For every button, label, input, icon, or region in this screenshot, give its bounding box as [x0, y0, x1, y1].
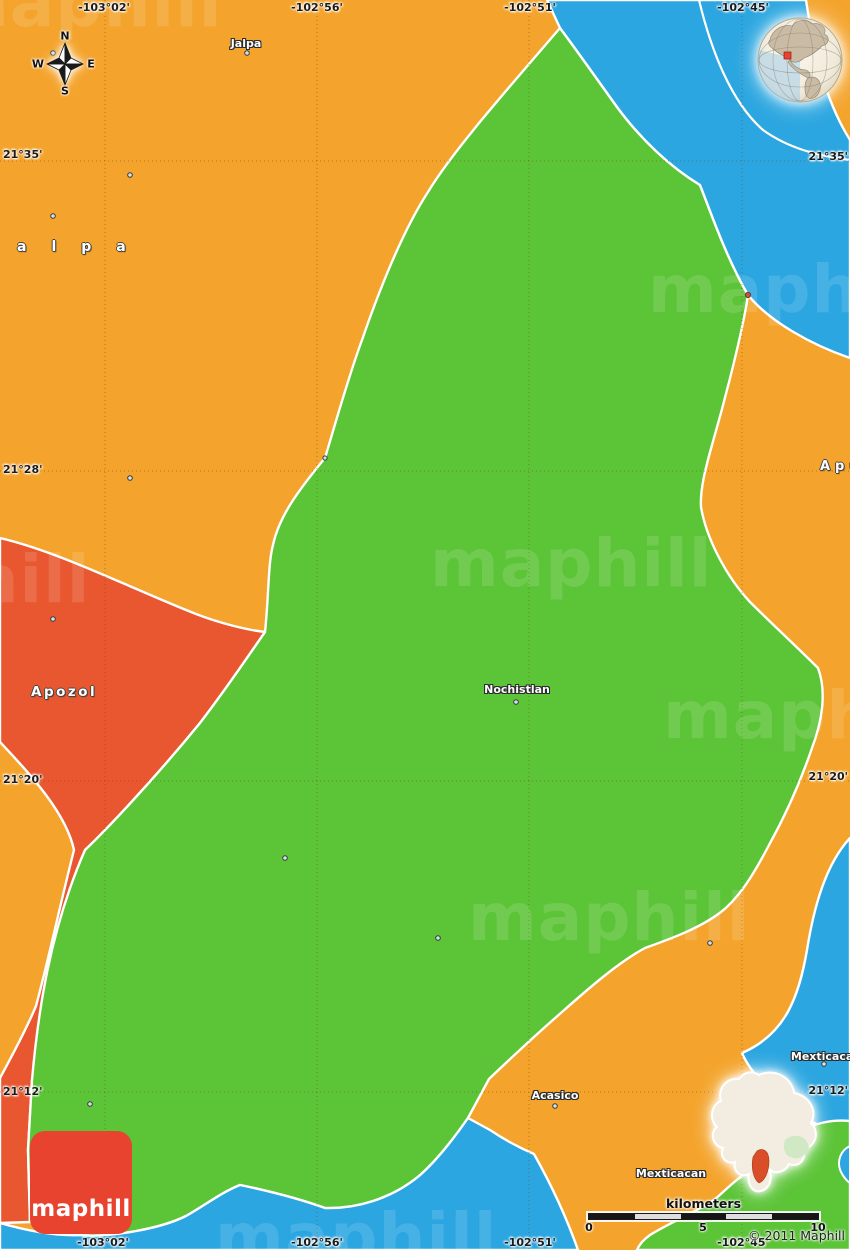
boundary-line-north [697, 0, 850, 162]
coord-label-left-21-35: 21°35' [3, 148, 43, 161]
globe-south-america [804, 76, 821, 99]
scalebar-segment [634, 1214, 681, 1219]
globe-locator [757, 17, 843, 103]
scalebar-tick-10: 10 [810, 1221, 826, 1234]
coord-label-bottom-102-51: -102°51' [504, 1236, 556, 1249]
town-marker [282, 855, 288, 861]
scalebar-segment [772, 1214, 818, 1219]
scalebar-tick-5: 5 [699, 1221, 707, 1234]
copyright-notice: © 2011 Maphill [748, 1228, 845, 1243]
compass-east-label: E [87, 57, 95, 71]
coord-label-bottom-102-56: -102°56' [291, 1236, 343, 1249]
scalebar-title: kilometers [665, 1196, 742, 1211]
inset-region-outline [711, 1071, 817, 1193]
town-marker-acasico [552, 1103, 558, 1109]
scalebar-segment [726, 1214, 773, 1219]
scalebar-segment [680, 1214, 727, 1219]
coord-label-left-21-20: 21°20' [3, 773, 43, 786]
coord-label-top-102-45: -102°45' [717, 1, 769, 14]
coord-label-right-21-35: 21°35' [808, 150, 848, 163]
compass-south-label: S [61, 84, 69, 98]
town-marker-jalpa [244, 50, 250, 56]
scalebar [589, 1214, 818, 1219]
coord-label-top-102-56: -102°56' [291, 1, 343, 14]
coord-label-left-21-12: 21°12' [3, 1085, 43, 1098]
globe-location-marker [783, 51, 792, 60]
inset-highlight-red [751, 1149, 770, 1184]
globe-central-america [787, 59, 811, 79]
globe-graticule [758, 18, 842, 102]
coord-label-top-103-02: -103°02' [78, 1, 130, 14]
town-marker [50, 50, 56, 56]
town-marker [50, 616, 56, 622]
compass-rose [46, 42, 84, 86]
town-marker [322, 455, 328, 461]
scalebar-tick-0: 0 [585, 1221, 593, 1234]
coord-label-bottom-103-02: -103°02' [77, 1236, 129, 1249]
town-marker-nochistlan [513, 699, 519, 705]
maphill-logo[interactable]: maphill [30, 1131, 132, 1234]
town-marker [87, 1101, 93, 1107]
region-label-apulco-partial: Apu [820, 459, 850, 474]
scalebar-segment [589, 1214, 635, 1219]
compass-west-label: W [31, 57, 45, 71]
coord-label-right-21-12: 21°12' [808, 1084, 848, 1097]
settlement-markers [50, 50, 827, 1109]
town-marker [50, 213, 56, 219]
town-marker [435, 935, 441, 941]
coord-label-right-21-20: 21°20' [808, 770, 848, 783]
town-marker [707, 940, 713, 946]
town-label-jalpa: Jalpa [230, 37, 262, 50]
town-marker [127, 172, 133, 178]
coord-label-bottom-102-45: -102°45' [717, 1236, 769, 1249]
municipality-inset-shape [711, 1071, 817, 1193]
region-label-apozol: Apozol [31, 684, 98, 700]
globe-north-america [768, 20, 829, 63]
coord-label-top-102-51: -102°51' [504, 1, 556, 14]
town-marker-red-junction [744, 291, 752, 299]
compass-north-label: N [60, 29, 70, 43]
town-label-mexticacan-ne: Mexticacan [790, 1050, 850, 1063]
town-label-mexticacan: Mexticacan [635, 1167, 707, 1180]
region-label-jalpa-partial: alpa [17, 239, 151, 255]
town-label-nochistlan: Nochistlan [484, 683, 550, 696]
town-label-acasico: Acasico [531, 1089, 579, 1102]
coord-label-left-21-28: 21°28' [3, 463, 43, 476]
region-blue-sliver [838, 1144, 850, 1185]
town-marker [127, 475, 133, 481]
globe-landmasses [768, 20, 829, 99]
inset-highlight-green [783, 1135, 809, 1159]
town-marker-mexticacan-ne [821, 1061, 827, 1067]
maphill-logo-text: maphill [31, 1196, 131, 1222]
